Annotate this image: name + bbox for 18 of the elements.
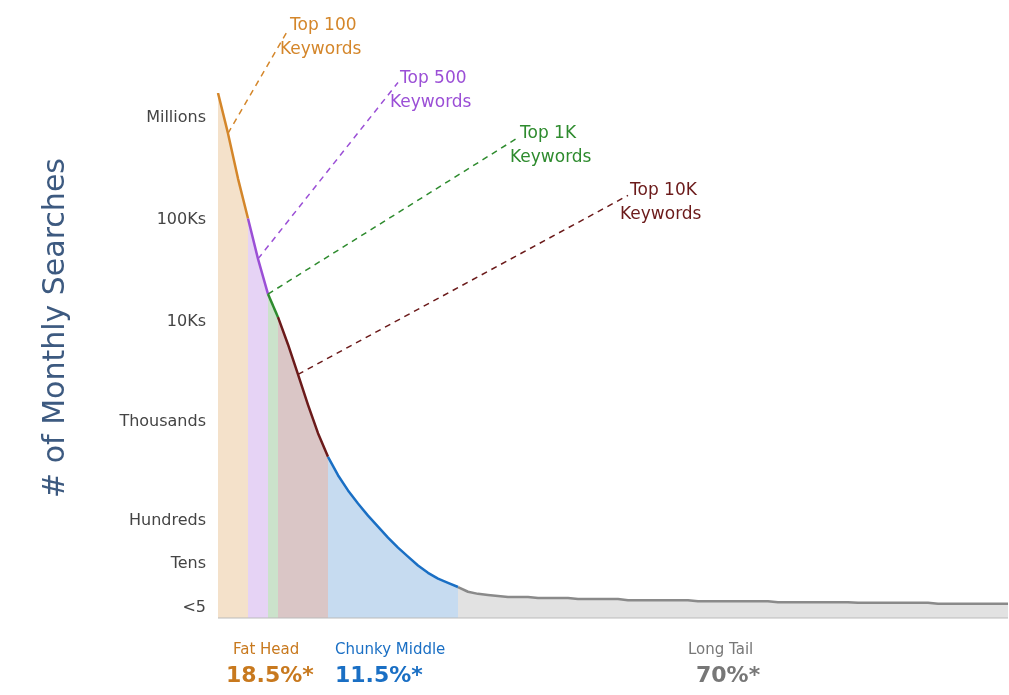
text: Fat Head [233,640,300,658]
text: Hundreds [128,509,206,529]
y-axis-title: # of Monthly Searches [35,158,71,498]
text: Top 100 Keywords [280,14,362,58]
text: Chunky Middle [335,640,446,658]
text: 11.5%* [335,662,423,687]
text: 18.5%* [226,662,314,687]
text: 100Ks [156,209,206,229]
text: Top 1K Keywords [510,121,592,166]
text: Top 500 Keywords [390,66,472,111]
text: 70%* [696,662,761,687]
text: Long Tail [688,640,754,658]
text: Thousands [118,410,206,430]
text: <5 [182,596,206,616]
text: 10Ks [166,310,206,330]
text: Tens [169,553,206,573]
text: Millions [146,106,206,126]
text: Top 10K Keywords [620,179,702,224]
